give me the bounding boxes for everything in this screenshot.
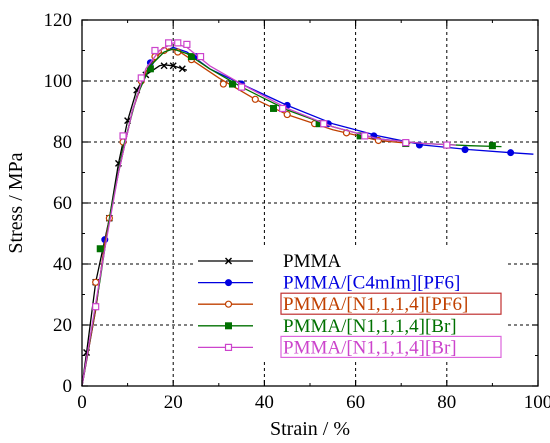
legend-marker <box>225 279 232 287</box>
x-tick-label: 0 <box>77 392 87 413</box>
x-tick-label: 80 <box>437 392 456 413</box>
y-axis-title: Stress / MPa <box>5 152 27 253</box>
y-tick-label: 120 <box>44 10 73 31</box>
x-tick-label: 40 <box>255 392 274 413</box>
legend-item: PMMA/[N1,1,1,4][Br] <box>198 335 502 358</box>
series-line <box>81 64 188 387</box>
x-tick-label: 60 <box>346 392 365 413</box>
data-point <box>283 110 291 119</box>
legend-marker <box>224 300 233 308</box>
data-point <box>279 104 287 113</box>
legend-item: PMMA/[C4mIm][PF6] <box>198 273 460 294</box>
data-point <box>461 146 469 154</box>
data-point <box>402 139 410 147</box>
data-point <box>228 80 236 88</box>
data-point <box>183 40 191 49</box>
data-point <box>119 132 127 140</box>
legend-label: PMMA/[C4mIm][PF6] <box>283 273 460 294</box>
axis-ticks: 0 20 40 60 80 100 0 20 40 60 80 100 120 <box>44 10 550 413</box>
series-5 <box>81 39 456 387</box>
data-point <box>169 62 177 70</box>
data-point <box>151 46 159 55</box>
series-1 <box>81 62 188 387</box>
data-point <box>320 120 328 128</box>
data-point <box>443 141 451 149</box>
data-point <box>178 65 186 73</box>
data-point <box>361 132 369 140</box>
y-tick-label: 0 <box>63 376 73 397</box>
data-point <box>92 278 100 286</box>
legend-label: PMMA/[N1,1,1,4][PF6] <box>283 294 468 315</box>
legend-item: PMMA/[N1,1,1,4][PF6] <box>198 292 502 315</box>
data-point <box>92 303 100 311</box>
data-point <box>196 52 205 61</box>
y-tick-label: 20 <box>53 315 72 336</box>
data-point <box>219 80 227 88</box>
legend-marker <box>224 343 233 351</box>
x-axis-title: Strain / % <box>270 418 350 440</box>
legend-label: PMMA/[N1,1,1,4][Br] <box>283 337 457 358</box>
y-tick-label: 60 <box>53 193 72 214</box>
data-point <box>146 65 154 73</box>
y-tick-label: 80 <box>53 132 72 153</box>
x-tick-label: 100 <box>524 392 550 413</box>
legend: PMMAPMMA/[C4mIm][PF6]PMMA/[N1,1,1,4][PF6… <box>193 246 505 362</box>
legend-item: PMMA <box>198 251 341 272</box>
data-point <box>488 142 496 150</box>
y-tick-label: 40 <box>53 254 72 275</box>
legend-marker <box>225 257 232 265</box>
x-tick-label: 20 <box>164 392 183 413</box>
legend-label: PMMA <box>283 251 341 272</box>
legend-label-box <box>280 335 502 358</box>
data-point <box>137 74 145 82</box>
data-point <box>187 53 195 61</box>
data-point <box>238 83 246 91</box>
data-point <box>270 104 278 112</box>
data-point <box>165 39 173 47</box>
legend-item: PMMA/[N1,1,1,4][Br] <box>198 316 457 337</box>
series-group <box>81 39 534 387</box>
data-point <box>96 245 104 253</box>
legend-label: PMMA/[N1,1,1,4][Br] <box>283 316 457 337</box>
legend-marker <box>225 322 232 330</box>
data-point <box>174 39 182 47</box>
legend-label-box <box>280 292 502 315</box>
data-point <box>251 95 259 103</box>
data-point <box>507 149 515 157</box>
y-tick-label: 100 <box>44 71 73 92</box>
data-point <box>160 62 168 70</box>
